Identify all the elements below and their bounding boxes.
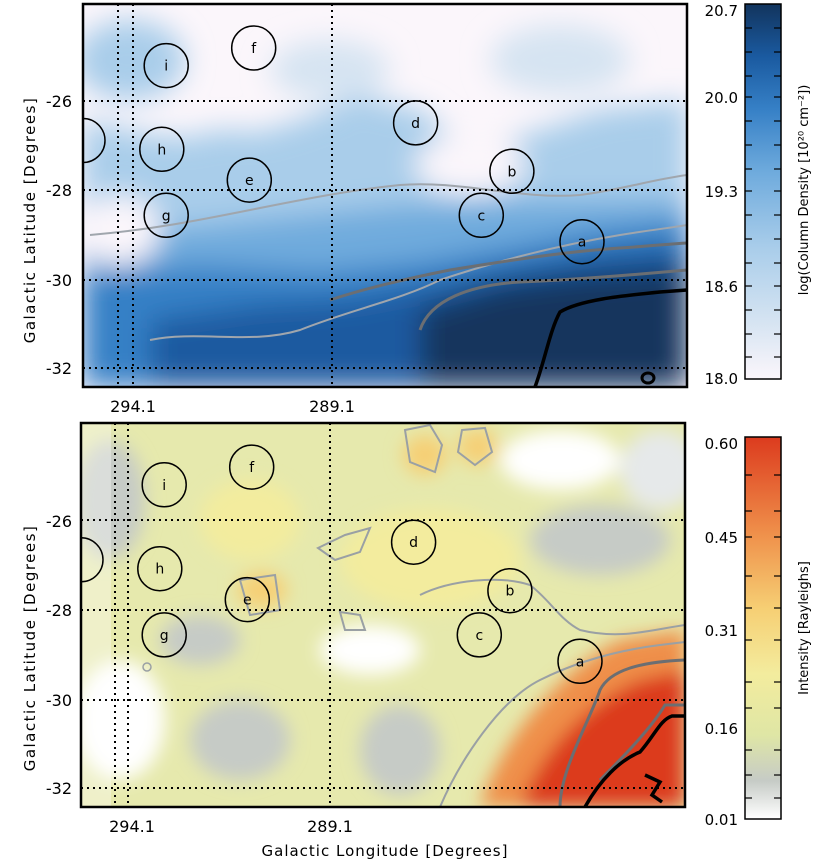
region-circle-e <box>226 157 273 203</box>
y-ticks: -26 -28 -30 -32 <box>46 512 72 798</box>
region-label-i: i <box>162 478 166 494</box>
y-tick-label: -26 <box>46 512 72 531</box>
region-label-e: e <box>245 173 254 189</box>
y-axis-label: Galactic Latitude [Degrees] <box>21 525 39 772</box>
colorbar-tick-label: 18.0 <box>705 370 738 388</box>
colorbar-minor-ticks <box>745 474 781 799</box>
region-circle-d <box>392 100 439 146</box>
colorbar-tick-label: 19.3 <box>705 183 738 201</box>
x-axis-label: Galactic Longitude [Degrees] <box>262 842 509 860</box>
region-label-f: f <box>251 41 257 57</box>
region-label-b: b <box>505 584 514 600</box>
region-label-d: d <box>411 116 420 132</box>
region-label-h: h <box>157 142 166 158</box>
plot-frame <box>79 421 687 809</box>
y-ticks: -26 -28 -30 -32 <box>46 92 72 378</box>
y-axis-label: Galactic Latitude [Degrees] <box>21 97 39 344</box>
region-circle-g <box>141 612 187 658</box>
colorbar-tick-label: 20.0 <box>705 89 738 107</box>
colorbar-tick-label: 0.16 <box>705 720 738 738</box>
colorbar-minor-ticks <box>745 27 781 358</box>
region-label-c: c <box>477 208 485 224</box>
colorbar-tick-label: 0.01 <box>705 811 738 829</box>
region-circle-j <box>81 537 104 583</box>
y-tick-label: -32 <box>46 359 72 378</box>
region-circle-a <box>559 218 605 265</box>
colorbar-tick-label: 0.31 <box>705 622 738 640</box>
region-circle-d <box>390 519 437 565</box>
region-label-d: d <box>409 535 418 551</box>
y-tick-label: -28 <box>46 601 72 620</box>
region-label-g: g <box>160 628 169 644</box>
region-label-g: g <box>162 208 171 224</box>
region-label-i: i <box>164 59 168 75</box>
colorbar-label: log(Column Density [10²⁰ cm⁻²]) <box>797 85 812 296</box>
colorbar-tick-label: 0.45 <box>705 529 738 547</box>
x-ticks: 294.1 289.1 <box>110 397 355 416</box>
region-circle-f <box>230 25 277 71</box>
region-label-c: c <box>475 628 483 644</box>
region-label-f: f <box>249 460 255 476</box>
y-tick-label: -28 <box>46 181 72 200</box>
x-tick-label: 294.1 <box>109 817 155 836</box>
region-label-a: a <box>578 235 587 251</box>
region-label-h: h <box>155 562 164 578</box>
region-label-b: b <box>507 164 516 180</box>
region-circle-b <box>489 148 535 195</box>
region-label-a: a <box>576 654 585 670</box>
grid-lines <box>81 423 685 807</box>
colorbar-ticks: 20.7 20.0 19.3 18.6 18.0 <box>705 2 738 388</box>
x-tick-label: 289.1 <box>309 397 355 416</box>
region-circle-h <box>137 545 183 592</box>
colorbar-tick-label: 0.60 <box>705 435 738 453</box>
y-tick-label: -26 <box>46 92 72 111</box>
colorbar <box>744 436 782 820</box>
region-circle-i <box>143 42 189 89</box>
region-circle-h <box>139 126 185 173</box>
colorbar-ticks: 0.60 0.45 0.31 0.16 0.01 <box>705 435 738 829</box>
x-tick-label: 294.1 <box>110 397 156 416</box>
region-circle-c <box>456 612 503 658</box>
x-tick-label: 289.1 <box>307 817 353 836</box>
region-circle-b <box>487 567 533 614</box>
region-circle-c <box>458 192 505 239</box>
y-tick-label: -32 <box>46 779 72 798</box>
colorbar-tick-label: 20.7 <box>705 2 738 20</box>
region-circle-g <box>143 192 189 239</box>
x-ticks: 294.1 289.1 <box>109 817 353 836</box>
region-circle-i <box>141 462 187 508</box>
plot-frame <box>81 2 689 389</box>
y-tick-label: -30 <box>46 271 72 290</box>
grid-lines <box>83 4 687 387</box>
region-label-e: e <box>243 593 252 609</box>
region-circle-a <box>557 638 603 685</box>
region-circle-f <box>228 444 275 490</box>
colorbar-label: Intensity [Rayleighs] <box>797 561 812 695</box>
region-circle-j <box>83 117 106 164</box>
colorbar-tick-label: 18.6 <box>705 278 738 296</box>
region-circle-e <box>224 576 271 623</box>
y-tick-label: -30 <box>46 691 72 710</box>
